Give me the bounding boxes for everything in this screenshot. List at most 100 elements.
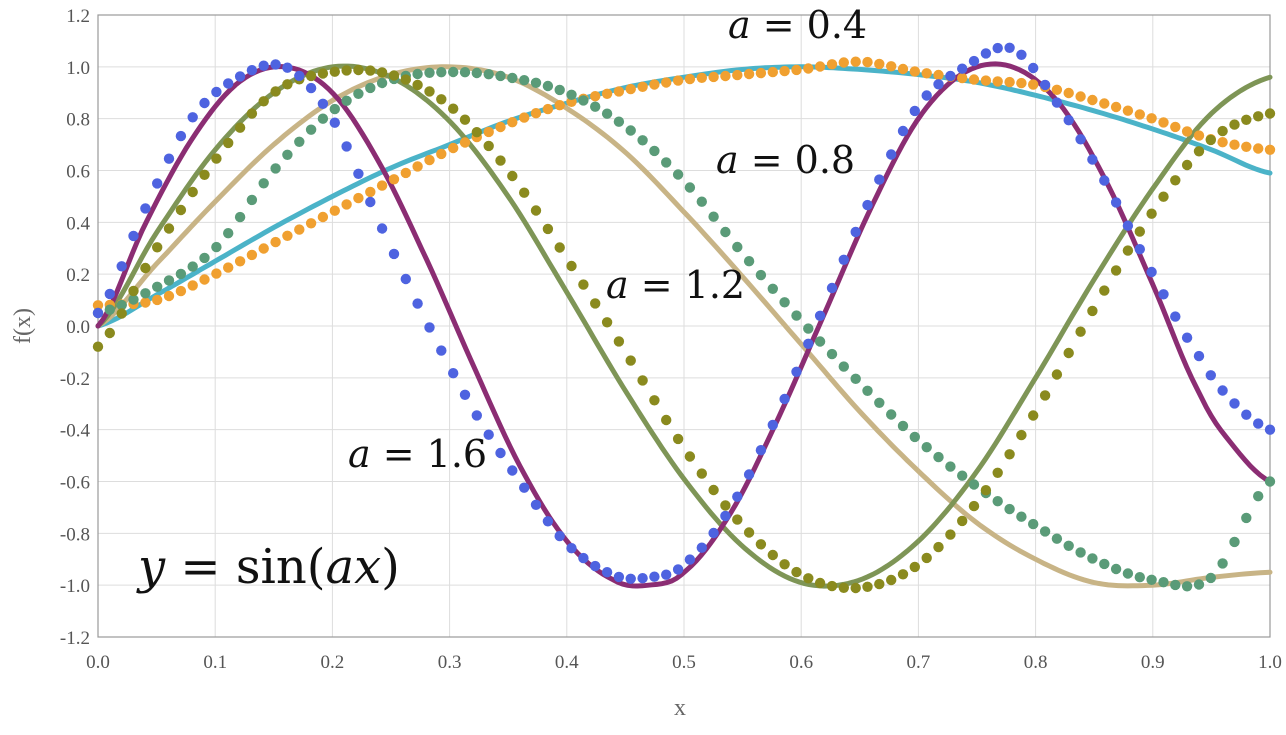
data-point-series-1 bbox=[1146, 574, 1157, 585]
data-point-series-0 bbox=[1241, 141, 1252, 152]
data-point-series-2 bbox=[672, 433, 684, 445]
data-point-series-3 bbox=[199, 97, 210, 109]
data-point-series-3 bbox=[1205, 370, 1217, 381]
data-point-series-3 bbox=[874, 174, 885, 185]
data-point-series-1 bbox=[294, 136, 305, 147]
data-point-series-3 bbox=[661, 569, 672, 580]
data-point-series-2 bbox=[814, 577, 826, 589]
data-point-series-1 bbox=[803, 323, 814, 334]
data-point-series-3 bbox=[968, 55, 980, 67]
data-point-series-2 bbox=[483, 140, 494, 152]
data-point-series-3 bbox=[258, 60, 269, 71]
x-tick-label: 0.4 bbox=[555, 652, 579, 673]
data-point-series-1 bbox=[649, 145, 660, 157]
data-point-series-2 bbox=[1028, 410, 1039, 421]
data-point-series-2 bbox=[1016, 429, 1027, 441]
data-point-series-2 bbox=[365, 65, 376, 76]
data-point-series-3 bbox=[436, 345, 447, 356]
y-tick-label: -1.0 bbox=[60, 576, 90, 597]
data-point-series-2 bbox=[625, 355, 636, 366]
data-point-series-3 bbox=[1110, 197, 1122, 208]
data-point-series-1 bbox=[1063, 540, 1074, 551]
x-tick-label: 0.8 bbox=[1024, 652, 1048, 673]
data-point-series-0 bbox=[294, 224, 305, 235]
data-point-series-2 bbox=[850, 582, 861, 594]
data-point-series-0 bbox=[980, 75, 992, 86]
data-point-series-1 bbox=[282, 149, 293, 160]
data-point-series-3 bbox=[578, 552, 589, 564]
formula-label: y = sin(ax) bbox=[136, 539, 400, 595]
data-point-series-2 bbox=[140, 262, 151, 274]
data-point-series-1 bbox=[436, 67, 447, 78]
data-point-series-0 bbox=[246, 249, 258, 261]
data-point-series-1 bbox=[933, 451, 944, 463]
data-point-series-0 bbox=[376, 180, 388, 191]
data-point-series-3 bbox=[637, 573, 648, 584]
data-point-series-1 bbox=[637, 135, 648, 146]
data-point-series-0 bbox=[933, 69, 944, 81]
data-point-series-2 bbox=[246, 108, 258, 119]
data-point-series-0 bbox=[814, 61, 826, 72]
data-point-series-2 bbox=[495, 155, 506, 166]
data-point-series-3 bbox=[211, 86, 222, 98]
data-point-series-0 bbox=[968, 74, 980, 85]
data-point-series-0 bbox=[1122, 105, 1134, 116]
data-point-series-3 bbox=[1158, 289, 1169, 300]
data-point-series-1 bbox=[1241, 512, 1252, 524]
data-point-series-1 bbox=[1158, 577, 1169, 588]
data-point-series-1 bbox=[1051, 533, 1063, 544]
data-point-series-1 bbox=[720, 226, 731, 238]
data-point-series-1 bbox=[246, 194, 258, 206]
data-point-series-3 bbox=[1181, 332, 1193, 343]
data-point-series-3 bbox=[957, 63, 968, 74]
data-point-series-1 bbox=[578, 95, 589, 106]
data-point-series-2 bbox=[1039, 390, 1051, 401]
data-point-series-1 bbox=[897, 420, 909, 432]
data-point-series-3 bbox=[140, 203, 151, 214]
data-point-series-3 bbox=[992, 42, 1003, 54]
data-point-series-1 bbox=[838, 361, 849, 372]
data-point-series-0 bbox=[152, 294, 163, 306]
data-point-series-1 bbox=[234, 211, 246, 223]
data-point-series-2 bbox=[720, 500, 731, 511]
data-point-series-3 bbox=[933, 79, 944, 90]
data-point-series-2 bbox=[601, 317, 613, 328]
data-point-series-1 bbox=[329, 103, 340, 115]
y-tick-label: -1.2 bbox=[60, 628, 90, 649]
data-point-series-1 bbox=[175, 268, 187, 280]
data-point-series-1 bbox=[152, 281, 163, 292]
data-point-series-0 bbox=[779, 65, 790, 77]
data-point-series-0 bbox=[436, 148, 447, 160]
data-point-series-1 bbox=[613, 116, 625, 127]
data-point-series-3 bbox=[412, 298, 423, 309]
data-point-series-2 bbox=[874, 578, 885, 590]
data-point-series-3 bbox=[128, 230, 139, 242]
data-point-series-0 bbox=[270, 236, 281, 248]
data-point-series-1 bbox=[590, 101, 601, 112]
data-point-series-2 bbox=[554, 242, 565, 253]
data-point-series-1 bbox=[862, 385, 873, 396]
data-point-series-1 bbox=[341, 95, 352, 107]
data-point-series-1 bbox=[270, 163, 281, 174]
data-point-series-3 bbox=[803, 338, 814, 349]
data-point-series-1 bbox=[211, 241, 222, 253]
data-point-series-2 bbox=[637, 375, 648, 386]
data-point-series-0 bbox=[1229, 139, 1240, 150]
data-point-series-1 bbox=[1217, 558, 1228, 569]
data-point-series-0 bbox=[1253, 143, 1264, 154]
data-point-series-2 bbox=[957, 515, 968, 527]
data-point-series-0 bbox=[400, 167, 411, 179]
data-point-series-3 bbox=[1122, 220, 1134, 231]
y-tick-label: 1.0 bbox=[66, 58, 90, 79]
data-point-series-1 bbox=[519, 75, 530, 86]
data-point-series-1 bbox=[1170, 579, 1181, 591]
label-a-1-6: a = 1.6 bbox=[348, 432, 487, 476]
data-point-series-2 bbox=[803, 573, 814, 584]
data-point-series-1 bbox=[672, 169, 684, 180]
data-point-series-3 bbox=[743, 469, 755, 480]
data-point-series-2 bbox=[175, 204, 187, 216]
data-point-series-3 bbox=[471, 410, 482, 421]
data-point-series-1 bbox=[554, 84, 565, 96]
data-point-series-3 bbox=[1134, 244, 1146, 255]
data-point-series-3 bbox=[234, 71, 246, 82]
